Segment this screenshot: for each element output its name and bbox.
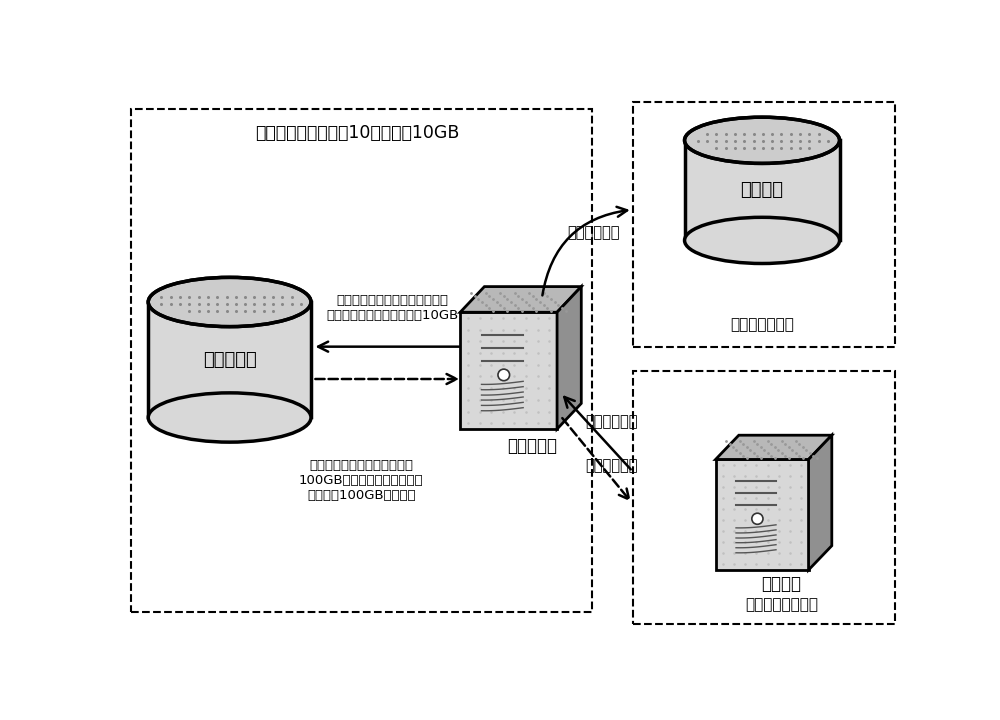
Polygon shape bbox=[460, 312, 557, 429]
Circle shape bbox=[498, 369, 510, 381]
FancyArrowPatch shape bbox=[542, 207, 627, 295]
Text: 每次调度时，同步地在应急资源
库中为第一设备增量地保畖10GB: 每次调度时，同步地在应急资源 库中为第一设备增量地保畖10GB bbox=[326, 294, 458, 322]
FancyBboxPatch shape bbox=[633, 102, 895, 346]
Text: 具有空闲存储空间: 具有空闲存储空间 bbox=[745, 597, 818, 612]
Text: 归还存储空间: 归还存储空间 bbox=[585, 458, 638, 473]
Ellipse shape bbox=[148, 277, 311, 327]
Ellipse shape bbox=[148, 393, 311, 442]
Text: 在一个月内，调度入10次，每次10GB: 在一个月内，调度入10次，每次10GB bbox=[255, 124, 460, 142]
FancyArrowPatch shape bbox=[315, 374, 457, 384]
Polygon shape bbox=[557, 287, 581, 429]
Text: 提供存储空间: 提供存储空间 bbox=[585, 414, 638, 429]
Text: 获得存储空间: 获得存储空间 bbox=[568, 225, 620, 240]
Polygon shape bbox=[716, 459, 809, 570]
Polygon shape bbox=[460, 287, 581, 312]
Ellipse shape bbox=[685, 217, 840, 264]
Ellipse shape bbox=[685, 117, 840, 163]
Text: 第二设备: 第二设备 bbox=[741, 181, 784, 199]
Polygon shape bbox=[809, 435, 832, 570]
Polygon shape bbox=[716, 435, 832, 459]
Circle shape bbox=[752, 513, 763, 524]
Text: 第一设备: 第一设备 bbox=[761, 575, 801, 593]
FancyBboxPatch shape bbox=[633, 372, 895, 624]
FancyArrowPatch shape bbox=[318, 342, 459, 351]
Polygon shape bbox=[148, 302, 311, 418]
FancyArrowPatch shape bbox=[564, 397, 631, 469]
FancyArrowPatch shape bbox=[562, 418, 629, 500]
FancyBboxPatch shape bbox=[131, 109, 592, 611]
Text: 应急资源库: 应急资源库 bbox=[203, 351, 256, 369]
Text: 调度服务器: 调度服务器 bbox=[507, 437, 557, 455]
Polygon shape bbox=[685, 140, 840, 240]
Text: 在下个月，若第二设备未归还
100GB，从应急资源库中调度
所保留的100GB进行归还: 在下个月，若第二设备未归还 100GB，从应急资源库中调度 所保留的100GB进… bbox=[299, 459, 424, 502]
Text: 存储空间不够用: 存储空间不够用 bbox=[730, 318, 794, 333]
